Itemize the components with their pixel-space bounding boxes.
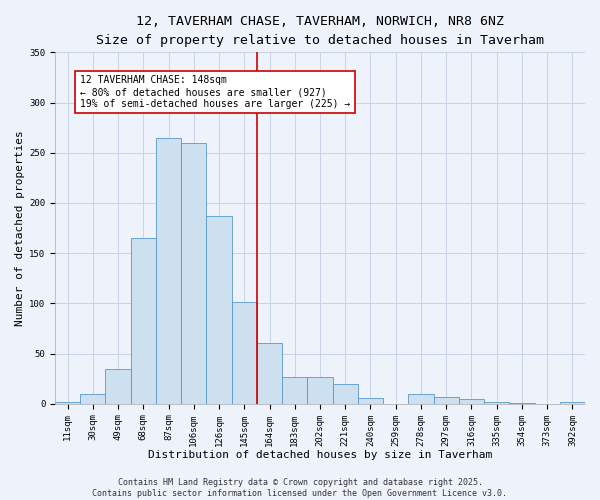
Bar [358, 398, 383, 404]
Text: 12 TAVERHAM CHASE: 148sqm
← 80% of detached houses are smaller (927)
19% of semi: 12 TAVERHAM CHASE: 148sqm ← 80% of detac… [80, 76, 350, 108]
Bar [181, 142, 206, 404]
Text: Contains HM Land Registry data © Crown copyright and database right 2025.
Contai: Contains HM Land Registry data © Crown c… [92, 478, 508, 498]
Bar [131, 238, 156, 404]
Y-axis label: Number of detached properties: Number of detached properties [15, 130, 25, 326]
Bar [560, 402, 585, 404]
Bar [459, 399, 484, 404]
Bar [409, 394, 434, 404]
Bar [484, 402, 509, 404]
Bar [509, 403, 535, 404]
Bar [232, 302, 257, 404]
Bar [257, 342, 282, 404]
Bar [332, 384, 358, 404]
X-axis label: Distribution of detached houses by size in Taverham: Distribution of detached houses by size … [148, 450, 492, 460]
Bar [307, 376, 332, 404]
Bar [55, 402, 80, 404]
Bar [156, 138, 181, 404]
Title: 12, TAVERHAM CHASE, TAVERHAM, NORWICH, NR8 6NZ
Size of property relative to deta: 12, TAVERHAM CHASE, TAVERHAM, NORWICH, N… [96, 15, 544, 47]
Bar [434, 397, 459, 404]
Bar [106, 368, 131, 404]
Bar [80, 394, 106, 404]
Bar [282, 376, 307, 404]
Bar [206, 216, 232, 404]
